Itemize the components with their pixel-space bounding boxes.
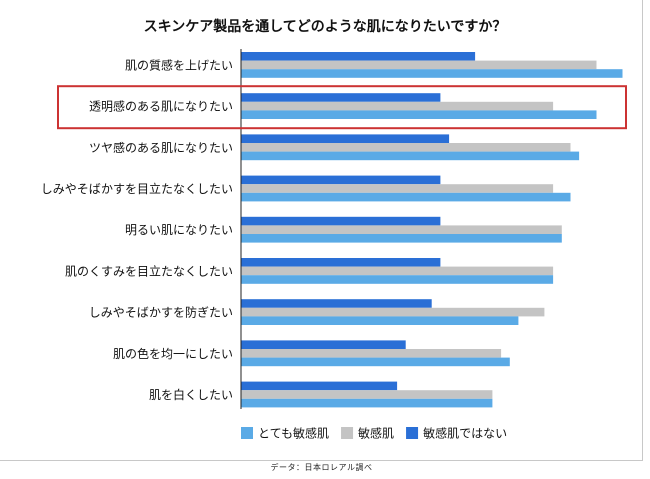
bar-3-series-3	[241, 151, 580, 161]
category-label-3: ツヤ感のある肌になりたい	[89, 140, 233, 155]
bar-9-series-3	[241, 398, 493, 408]
bar-7-series-3	[241, 316, 519, 325]
bar-5-series-2	[241, 225, 562, 234]
bar-8-series-2	[241, 349, 502, 358]
bar-1-series-1	[241, 52, 476, 61]
category-label-9: 肌を白くしたい	[149, 387, 233, 402]
bar-5-series-3	[241, 234, 562, 243]
category-label-4: しみやそばかすを目立たなくしたい	[41, 181, 233, 196]
legend-label-3: 敏感肌ではない	[423, 426, 507, 441]
bar-2-series-1	[241, 93, 441, 102]
bar-7-series-1	[241, 299, 432, 308]
bar-9-series-1	[241, 381, 398, 391]
legend-swatch-2	[341, 427, 354, 439]
chart-title: スキンケア製品を通してどのような肌になりたいですか？	[144, 18, 507, 35]
category-label-8: 肌の色を均一にしたい	[113, 347, 233, 361]
bar-8-series-3	[241, 357, 510, 367]
bar-chart: スキンケア製品を通してどのような肌になりたいですか？ 肌の質感を上げたい透明感のあ…	[41, 18, 627, 441]
legend-label-1: とても敏感肌	[258, 426, 329, 441]
bar-2-series-2	[241, 101, 554, 111]
bar-4-series-2	[241, 184, 554, 193]
bar-6-series-2	[241, 266, 554, 276]
bar-6-series-3	[241, 275, 554, 284]
highlight-box	[57, 85, 627, 130]
category-label-5: 明るい肌になりたい	[125, 223, 233, 237]
bar-5-series-1	[241, 216, 441, 226]
bar-4-series-1	[241, 175, 441, 185]
bar-8-series-1	[241, 340, 406, 349]
bar-1-series-3	[241, 69, 623, 78]
legend-swatch-3	[406, 427, 419, 439]
legend-label-2: 敏感肌	[358, 426, 394, 441]
bar-4-series-3	[241, 192, 571, 202]
bar-3-series-1	[241, 134, 450, 143]
category-label-6: 肌のくすみを目立たなくしたい	[65, 263, 233, 278]
bar-9-series-2	[241, 390, 493, 399]
bar-2-series-3	[241, 110, 597, 119]
category-label-7: しみやそばかすを防ぎたい	[89, 305, 233, 320]
data-source-footer: データ：日本ロレアル調べ	[270, 463, 373, 472]
legend-swatch-1	[241, 427, 253, 439]
bar-6-series-1	[241, 258, 441, 267]
bar-3-series-2	[241, 143, 571, 152]
bar-1-series-2	[241, 60, 597, 70]
chart-frame	[0, 0, 643, 461]
category-label-2: 透明感のある肌になりたい	[89, 99, 233, 114]
category-label-1: 肌の質感を上げたい	[125, 57, 233, 72]
bar-7-series-2	[241, 307, 545, 317]
